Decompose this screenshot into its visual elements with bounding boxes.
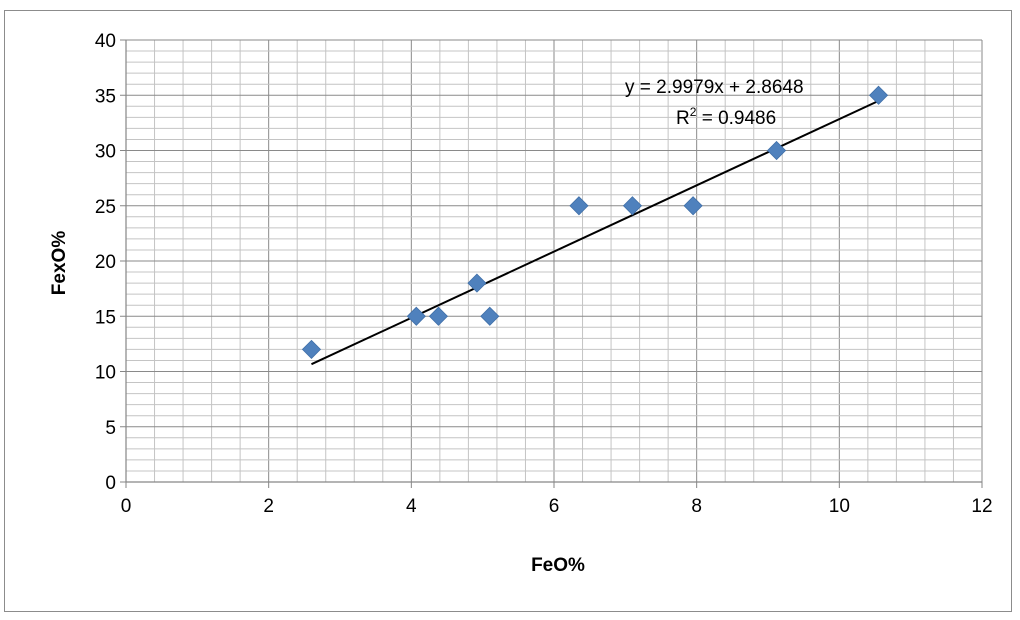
y-axis-title: FexO% (49, 231, 70, 296)
data-point (406, 306, 426, 326)
y-tick-label: 5 (105, 418, 116, 439)
y-tick-label: 20 (95, 252, 116, 273)
y-tick-label: 40 (95, 31, 116, 52)
y-tick-label: 15 (95, 307, 116, 328)
tick-labels: 0 2 4 6 8 10 12 0 5 10 15 20 25 30 35 40 (95, 31, 993, 517)
x-tick-label: 2 (263, 496, 274, 517)
y-tick-label: 10 (95, 363, 116, 384)
x-tick-label: 8 (691, 496, 702, 517)
data-point (766, 140, 787, 161)
data-point (622, 196, 643, 216)
r-squared-prefix: R (676, 108, 690, 129)
y-tick-label: 35 (95, 86, 116, 107)
scatter-chart: 0 2 4 6 8 10 12 0 5 10 15 20 25 30 35 40 y = 2.9979x + … (49, 31, 993, 576)
r-squared-value: = 0.9486 (696, 108, 776, 129)
data-point (301, 339, 322, 359)
r-squared-exponent: 2 (690, 105, 697, 119)
data-point (569, 196, 589, 216)
y-tick-label: 30 (95, 142, 116, 163)
x-axis-title: FeO% (531, 555, 585, 576)
trendline-equation: y = 2.9979x + 2.8648 (625, 77, 804, 98)
y-tick-label: 25 (95, 197, 116, 218)
chart-frame: 0 2 4 6 8 10 12 0 5 10 15 20 25 30 35 40 y = 2.9979x + … (4, 10, 1012, 612)
data-point (683, 196, 703, 216)
x-tick-label: 10 (829, 496, 850, 517)
x-tick-label: 4 (406, 496, 417, 517)
x-tick-label: 0 (121, 496, 132, 517)
x-tick-label: 12 (971, 496, 992, 517)
grid (125, 39, 983, 483)
data-point (467, 273, 487, 293)
y-tick-label: 0 (105, 473, 116, 494)
data-point (480, 306, 500, 326)
axes (120, 39, 983, 488)
x-tick-label: 6 (549, 496, 560, 517)
data-point (869, 85, 889, 105)
r-squared-label: R2 = 0.9486 (676, 105, 776, 129)
data-points (301, 85, 889, 359)
trendline (311, 99, 879, 366)
data-point (428, 306, 449, 326)
